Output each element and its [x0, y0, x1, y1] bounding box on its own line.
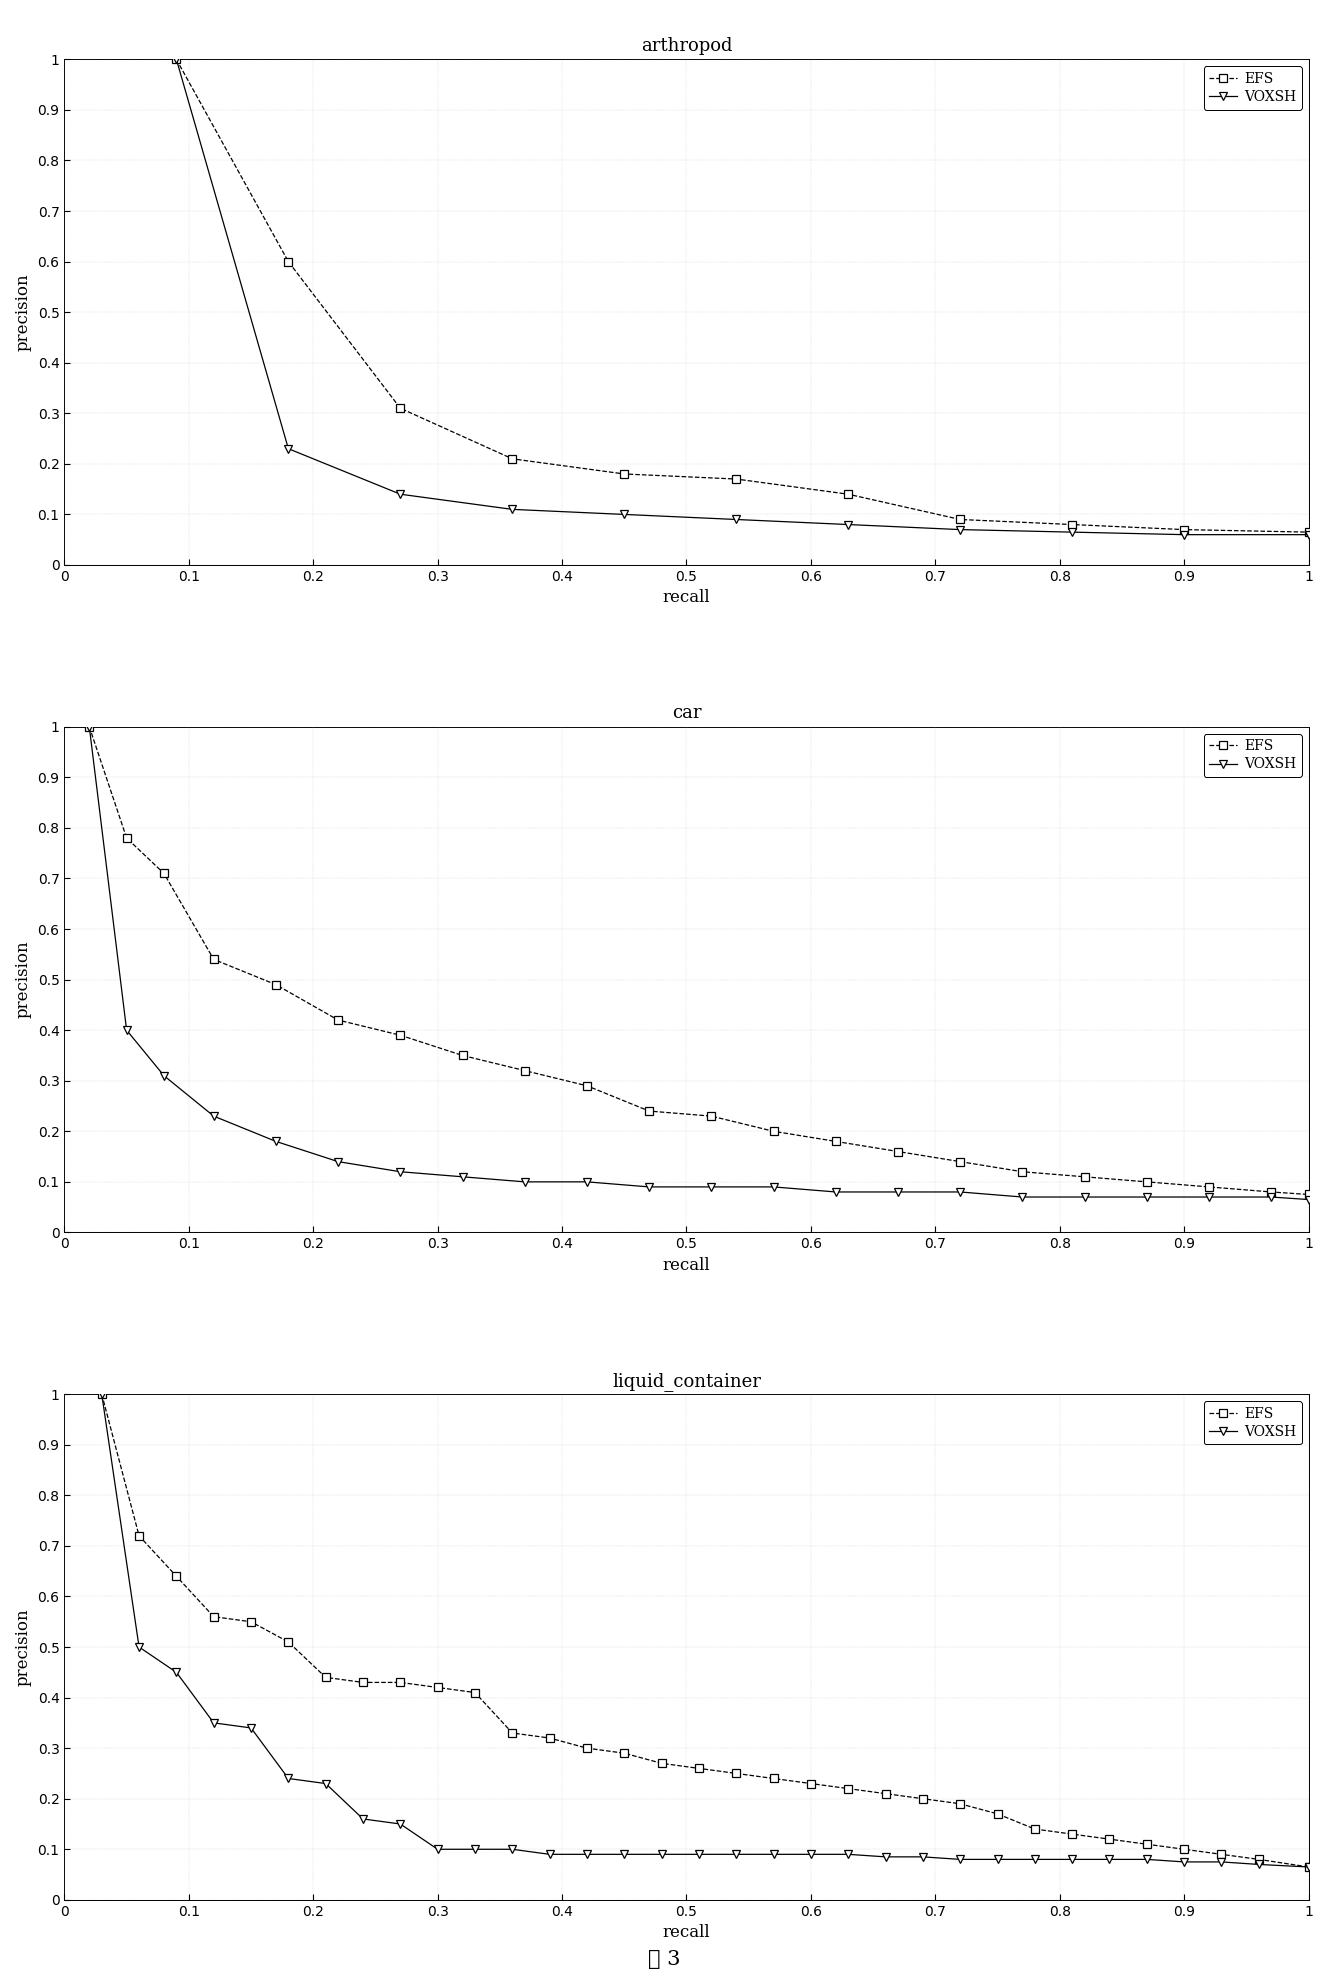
Title: car: car — [672, 705, 701, 722]
Title: arthropod: arthropod — [640, 38, 732, 55]
Legend: EFS, VOXSH: EFS, VOXSH — [1203, 67, 1301, 109]
Y-axis label: precision: precision — [15, 273, 32, 350]
X-axis label: recall: recall — [663, 590, 710, 606]
Y-axis label: precision: precision — [15, 1609, 32, 1686]
Title: liquid_container: liquid_container — [612, 1371, 761, 1391]
Legend: EFS, VOXSH: EFS, VOXSH — [1203, 1401, 1301, 1445]
X-axis label: recall: recall — [663, 1257, 710, 1274]
Y-axis label: precision: precision — [15, 940, 32, 1019]
Legend: EFS, VOXSH: EFS, VOXSH — [1203, 734, 1301, 778]
X-axis label: recall: recall — [663, 1924, 710, 1941]
Text: 图 3: 图 3 — [648, 1949, 680, 1969]
